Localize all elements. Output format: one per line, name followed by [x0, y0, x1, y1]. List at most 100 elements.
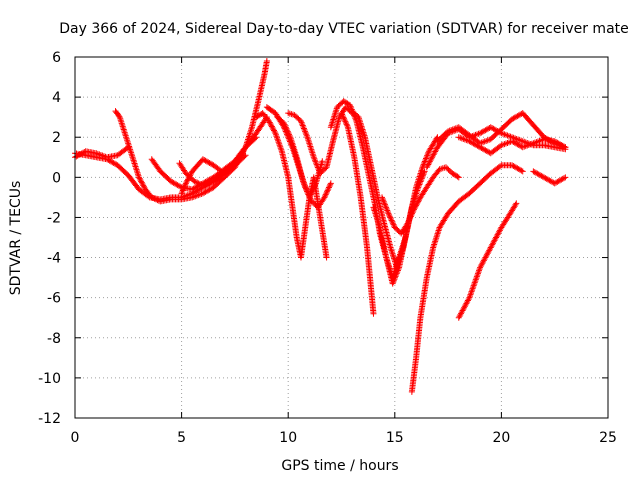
x-tick-label: 15 [386, 430, 404, 446]
chart-title: Day 366 of 2024, Sidereal Day-to-day VTE… [59, 21, 629, 37]
data-point [421, 168, 428, 175]
data-point [297, 118, 304, 125]
data-point-fill [153, 196, 160, 203]
data-point-fill [194, 179, 201, 186]
data-point [178, 190, 185, 197]
data-point-fill [383, 206, 390, 213]
data-point-fill [276, 142, 283, 149]
data-point-fill [409, 210, 416, 217]
data-point-fill [474, 272, 481, 279]
data-point [410, 206, 417, 213]
data-point-fill [311, 155, 318, 162]
data-point-fill [407, 213, 414, 220]
series-15 [379, 164, 462, 237]
data-point-fill [380, 198, 387, 205]
data-point-fill [561, 143, 568, 150]
data-point-fill [136, 175, 143, 182]
data-point-fill [470, 282, 477, 289]
data-point-fill [192, 179, 199, 186]
data-point-fill [469, 287, 476, 294]
data-point-fill [497, 163, 504, 170]
series-20 [455, 200, 520, 321]
data-point-fill [281, 121, 288, 128]
data-point [519, 168, 526, 175]
data-point-fill [413, 201, 420, 208]
x-axis-label: GPS time / hours [281, 458, 398, 474]
data-point-fill [303, 185, 310, 192]
data-point-fill [561, 175, 568, 182]
data-point-fill [268, 122, 275, 129]
data-point-fill [138, 178, 145, 185]
data-point-fill [419, 174, 426, 181]
data-point-fill [301, 182, 308, 189]
data-point-fill [384, 208, 391, 215]
data-point-fill [301, 181, 308, 188]
data-point-fill [314, 164, 321, 171]
data-point-fill [323, 190, 330, 197]
data-point [389, 280, 396, 287]
data-point-fill [267, 120, 274, 127]
data-point-fill [394, 267, 401, 274]
data-point-fill [473, 273, 480, 280]
data-point-fill [418, 175, 425, 182]
data-point-fill [322, 192, 329, 199]
data-point-fill [389, 220, 396, 227]
data-point [415, 184, 422, 191]
data-point-fill [408, 212, 415, 219]
series-21 [530, 168, 569, 187]
series-16 [408, 162, 526, 395]
data-point-fill [315, 165, 322, 172]
data-point-fill [388, 217, 395, 224]
data-point [370, 310, 377, 317]
y-tick-label: 0 [52, 170, 61, 186]
data-point-fill [275, 139, 282, 146]
data-point-fill [180, 186, 187, 193]
data-point-fill [395, 266, 402, 273]
data-point-fill [308, 190, 315, 197]
data-point-fill [150, 195, 157, 202]
series-19 [455, 134, 569, 157]
data-point [319, 158, 326, 165]
data-point-fill [186, 173, 193, 180]
data-point-fill [285, 130, 292, 137]
data-point [182, 180, 189, 187]
data-point-fill [405, 219, 412, 226]
data-point-fill [389, 218, 396, 225]
y-tick-label: -8 [47, 331, 61, 347]
data-point-fill [420, 171, 427, 178]
data-point-fill [269, 124, 276, 131]
data-point-fill [278, 146, 285, 153]
series-12 [338, 110, 377, 317]
data-point [285, 110, 292, 117]
data-point [148, 194, 155, 201]
data-point-fill [344, 122, 351, 129]
data-point-fill [300, 179, 307, 186]
data-point-fill [282, 124, 289, 131]
data-point-fill [300, 125, 307, 132]
y-tick-label: 4 [52, 90, 61, 106]
data-point-fill [179, 188, 186, 195]
data-point-fill [181, 183, 188, 190]
data-point-fill [313, 160, 320, 167]
data-point-fill [470, 284, 477, 291]
data-point-fill [303, 187, 310, 194]
data-point-fill [390, 221, 397, 228]
data-point-fill [423, 154, 430, 161]
data-point [338, 110, 345, 117]
data-point-fill [409, 209, 416, 216]
data-point-fill [298, 119, 305, 126]
data-point-fill [475, 269, 482, 276]
series-14 [370, 168, 428, 287]
data-point-fill [423, 155, 430, 162]
data-point-fill [138, 179, 145, 186]
data-point [310, 154, 317, 161]
data-point [280, 120, 287, 127]
data-point-fill [299, 121, 306, 128]
data-point-fill [310, 185, 317, 192]
data-point [347, 102, 354, 109]
data-point-fill [324, 187, 331, 194]
data-point-fill [313, 161, 320, 168]
data-point-fill [394, 268, 401, 275]
data-point-fill [303, 132, 310, 139]
y-tick-label: -12 [38, 411, 61, 427]
